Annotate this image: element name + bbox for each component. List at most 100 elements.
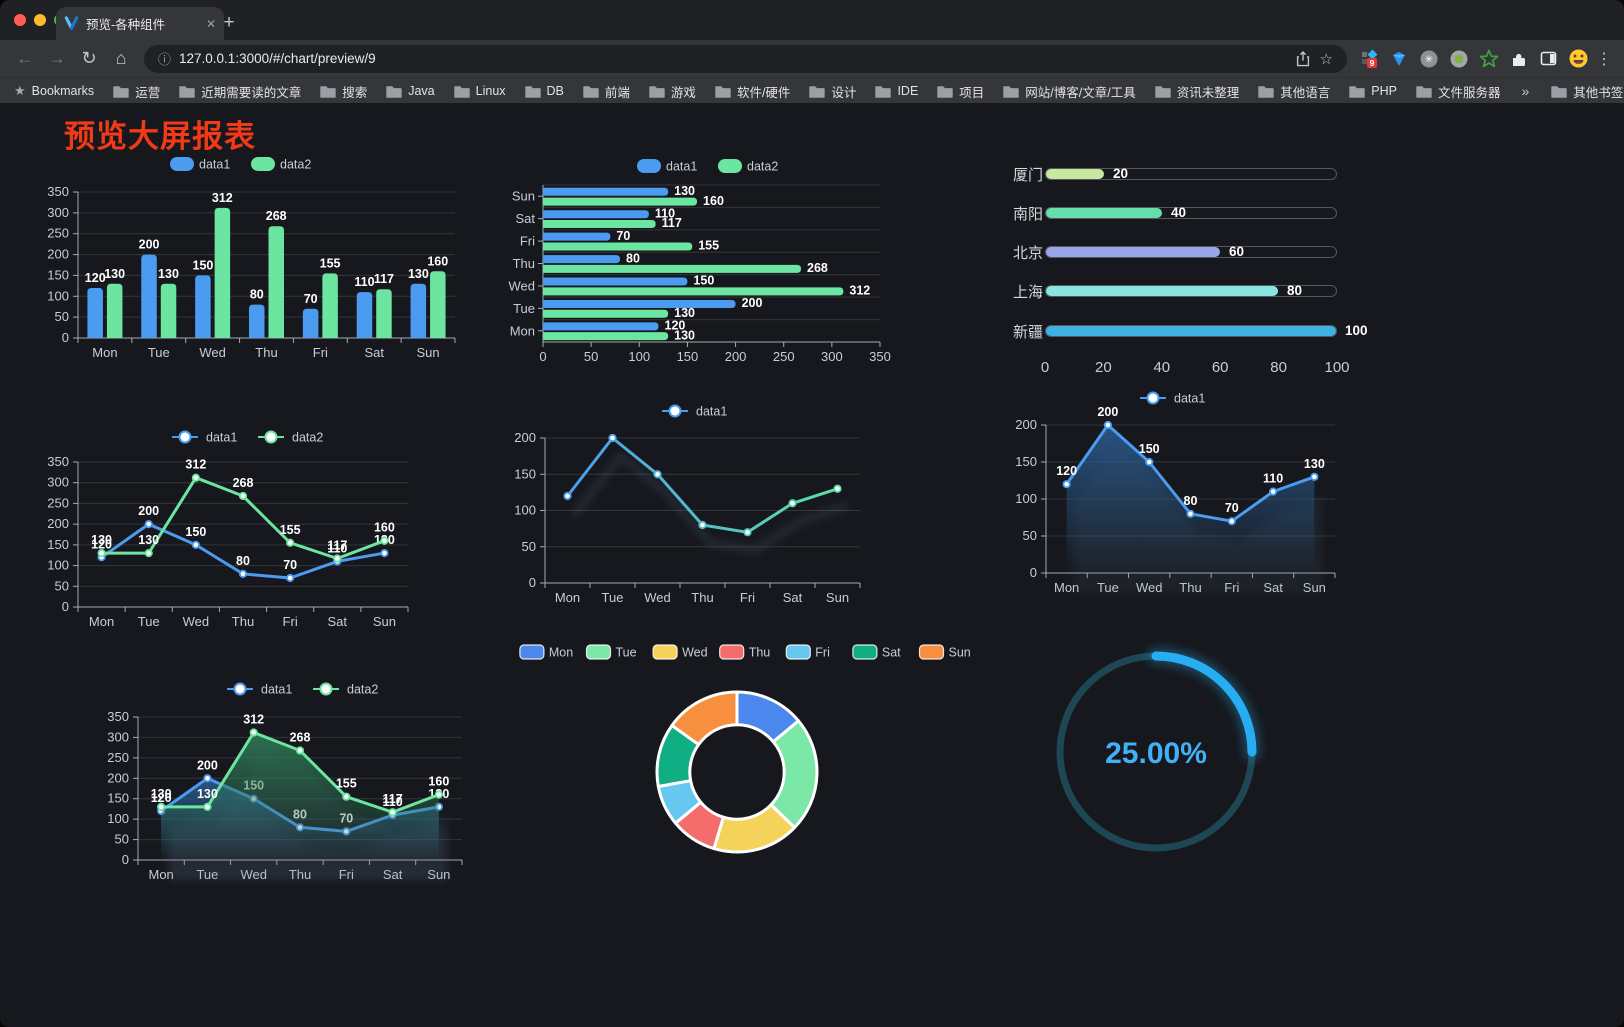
reload-icon[interactable]: ↻ bbox=[81, 48, 97, 68]
folder-icon bbox=[809, 85, 826, 98]
bookmark-folder-label: 网站/博客/文章/工具 bbox=[1025, 85, 1136, 100]
bookmark-folder[interactable]: 项目 bbox=[937, 82, 984, 101]
svg-text:200: 200 bbox=[514, 430, 536, 445]
bookmark-folder[interactable]: DB bbox=[524, 84, 564, 98]
svg-text:80: 80 bbox=[626, 251, 640, 265]
bookmark-folder[interactable]: 游戏 bbox=[649, 82, 696, 101]
chart-bar-vertical[interactable]: data1 data2 0 50 100 150 200 250 300 350 Mon Tue Wed… bbox=[38, 150, 460, 365]
svg-text:data2: data2 bbox=[280, 158, 311, 172]
ext-gem-icon[interactable] bbox=[1385, 46, 1412, 72]
bookmark-folder[interactable]: 资讯未整理 bbox=[1155, 82, 1239, 101]
axis-tick-label: 0 bbox=[1040, 359, 1050, 376]
chart-area-single[interactable]: data1050100150200MonTueWedThuFriSatSun12… bbox=[998, 390, 1348, 600]
ext-green-dot-icon[interactable] bbox=[1445, 46, 1472, 72]
bookmarks-overflow-chevron[interactable]: » bbox=[1521, 83, 1530, 99]
chart-bar-horizontal[interactable]: data1 data2 0 50 100 150 200 250 300 350 Mon 120 130… bbox=[503, 152, 895, 364]
folder-icon bbox=[320, 85, 336, 98]
bookmarks-root[interactable]: Bookmarks bbox=[32, 84, 95, 98]
ext-sidebar-icon[interactable] bbox=[1535, 46, 1562, 72]
svg-text:Tue: Tue bbox=[602, 590, 624, 605]
progress-track: 60 bbox=[1045, 244, 1337, 259]
chart-line-gradient[interactable]: data1 0 50 100 150 200 Mon Tue Wed Thu Fri Sat Sun bbox=[503, 400, 895, 615]
bookmark-folder[interactable]: 设计 bbox=[809, 82, 856, 101]
forward-icon[interactable]: → bbox=[48, 48, 66, 68]
bookmark-folder[interactable]: 文件服务器 bbox=[1416, 82, 1501, 101]
svg-text:✳: ✳ bbox=[1424, 54, 1432, 65]
bookmark-star-icon[interactable]: ☆ bbox=[1319, 50, 1333, 68]
bookmark-folder[interactable]: 网站/博客/文章/工具 bbox=[1003, 82, 1136, 101]
svg-text:250: 250 bbox=[47, 495, 69, 510]
bookmark-folder[interactable]: Linux bbox=[453, 84, 506, 98]
svg-text:50: 50 bbox=[55, 578, 69, 593]
svg-text:268: 268 bbox=[807, 261, 828, 275]
bookmark-folder-label: 软件/硬件 bbox=[736, 85, 791, 100]
address-bar[interactable]: ⓘ 127.0.0.1:3000/#/chart/preview/9 ☆ bbox=[144, 44, 1347, 73]
svg-text:Fri: Fri bbox=[313, 345, 328, 360]
folder-icon bbox=[583, 85, 599, 98]
bookmark-folder[interactable]: 前端 bbox=[583, 82, 630, 101]
bookmark-folder-label: 运营 bbox=[135, 85, 161, 100]
chart-area-two-series[interactable]: data1data2050100150200250300350MonTueWed… bbox=[107, 675, 470, 890]
svg-text:80: 80 bbox=[236, 554, 250, 568]
browser-toolbar: ← → ↻ ⌂ ⓘ 127.0.0.1:3000/#/chart/preview… bbox=[0, 40, 1624, 77]
bookmarks-list: 运营 近期需要读的文章 搜索 Java Linux DB 前端 游戏 软件/硬件 设计 IDE 项目 网… bbox=[113, 82, 1519, 101]
folder-icon bbox=[1349, 85, 1365, 98]
svg-text:130: 130 bbox=[104, 267, 125, 281]
bookmark-folder-label: 搜索 bbox=[342, 85, 368, 100]
bookmark-folder[interactable]: 其他语言 bbox=[1258, 82, 1330, 101]
chart-line-two-series[interactable]: data1 data2 0 50 100 150 200 250 300 350 Mon Tue Wed… bbox=[46, 425, 418, 637]
svg-text:0: 0 bbox=[122, 852, 129, 867]
close-window-button[interactable] bbox=[14, 14, 26, 26]
svg-text:120: 120 bbox=[665, 319, 686, 333]
minimize-window-button[interactable] bbox=[34, 14, 46, 26]
ext-puzzle-icon[interactable] bbox=[1505, 46, 1532, 72]
page-title: 预览大屏报表 bbox=[64, 119, 256, 154]
progress-value: 60 bbox=[1229, 244, 1245, 259]
browser-tab[interactable]: 预览-各种组件 ✕ bbox=[56, 7, 224, 40]
new-tab-button[interactable]: + bbox=[223, 12, 235, 33]
home-icon[interactable]: ⌂ bbox=[115, 48, 127, 68]
bookmark-folder-label: 文件服务器 bbox=[1437, 85, 1501, 100]
folder-icon bbox=[875, 85, 892, 98]
ext-blocks-icon[interactable]: 9 bbox=[1355, 46, 1382, 72]
svg-text:155: 155 bbox=[280, 523, 301, 537]
svg-text:130: 130 bbox=[138, 533, 159, 547]
other-bookmarks-folder[interactable]: 其他书签 bbox=[1551, 82, 1623, 101]
bookmark-folder[interactable]: PHP bbox=[1349, 84, 1397, 98]
share-icon[interactable] bbox=[1296, 50, 1310, 67]
ext-green-star-icon[interactable] bbox=[1475, 46, 1502, 72]
tab-close-icon[interactable]: ✕ bbox=[205, 16, 216, 31]
chart-donut[interactable]: Mon Tue Wed Thu Fri Sat Sun bbox=[519, 640, 971, 890]
svg-text:100: 100 bbox=[107, 811, 129, 826]
progress-label: 厦门 bbox=[1013, 167, 1044, 184]
chart-gauge[interactable]: 25.00% bbox=[1040, 640, 1280, 880]
chart-canvas: Mon Tue Wed Thu Fri Sat Sun bbox=[519, 644, 971, 854]
svg-text:110: 110 bbox=[382, 795, 402, 809]
svg-text:130: 130 bbox=[674, 184, 695, 198]
progress-row: 新疆 100 bbox=[1000, 320, 1368, 341]
bookmark-folder[interactable]: 软件/硬件 bbox=[715, 82, 790, 101]
svg-text:120: 120 bbox=[85, 271, 106, 285]
svg-text:155: 155 bbox=[336, 777, 357, 791]
ext-emoji-icon[interactable] bbox=[1565, 46, 1592, 72]
menu-icon[interactable]: ⋮ bbox=[1596, 50, 1612, 68]
bookmark-folder[interactable]: 近期需要读的文章 bbox=[179, 82, 301, 101]
svg-text:9: 9 bbox=[1369, 58, 1374, 68]
folder-icon bbox=[113, 85, 129, 98]
svg-text:130: 130 bbox=[1304, 457, 1325, 471]
svg-text:120: 120 bbox=[151, 791, 172, 805]
ext-asterisk-icon[interactable]: ✳ bbox=[1415, 46, 1442, 72]
bookmark-folder[interactable]: 搜索 bbox=[320, 82, 367, 101]
back-icon[interactable]: ← bbox=[16, 48, 34, 68]
bookmark-folder[interactable]: IDE bbox=[875, 84, 918, 98]
progress-fill bbox=[1046, 326, 1336, 336]
svg-text:Thu: Thu bbox=[232, 614, 254, 629]
svg-text:200: 200 bbox=[47, 247, 69, 262]
bookmark-folder[interactable]: Java bbox=[386, 84, 435, 98]
chart-progress-bars[interactable]: 厦门 20 南阳 40 北京 60 上海 80 新疆 100 0 20 40 60 80 100 bbox=[1000, 163, 1368, 393]
progress-value: 40 bbox=[1171, 205, 1187, 220]
bookmark-folder[interactable]: 运营 bbox=[113, 82, 160, 101]
svg-text:110: 110 bbox=[327, 541, 347, 555]
url-text[interactable]: 127.0.0.1:3000/#/chart/preview/9 bbox=[179, 51, 376, 66]
site-info-icon[interactable]: ⓘ bbox=[158, 52, 172, 67]
